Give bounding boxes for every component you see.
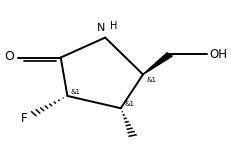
Text: &1: &1 <box>124 102 134 107</box>
Text: F: F <box>21 113 27 126</box>
Text: O: O <box>4 50 14 63</box>
Text: &1: &1 <box>70 89 80 95</box>
Polygon shape <box>143 53 172 74</box>
Text: OH: OH <box>210 48 228 61</box>
Text: H: H <box>110 21 118 31</box>
Text: N: N <box>97 23 105 33</box>
Text: &1: &1 <box>146 77 156 83</box>
